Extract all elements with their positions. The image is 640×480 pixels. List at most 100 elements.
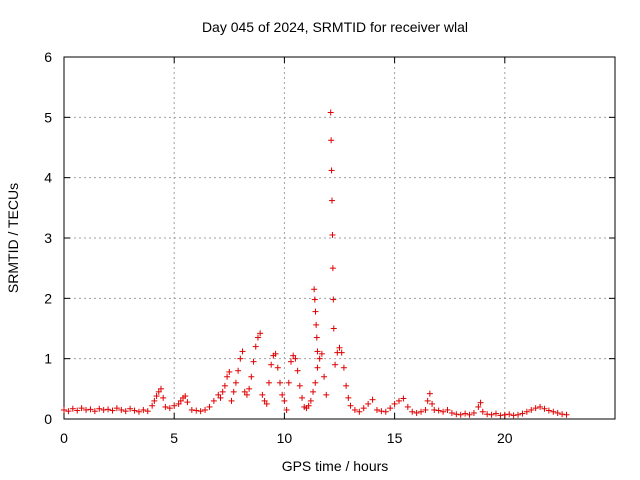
data-point [312, 308, 319, 315]
y-tick-label: 3 [44, 230, 52, 246]
data-point [149, 402, 156, 409]
data-point [127, 405, 134, 412]
data-point [470, 409, 477, 416]
data-point [323, 391, 330, 398]
data-point [313, 334, 320, 341]
data-point [387, 405, 394, 412]
data-point [532, 405, 539, 412]
data-point [292, 355, 299, 362]
data-point [330, 325, 337, 332]
data-point [559, 411, 566, 418]
data-point [550, 408, 557, 415]
data-point [257, 330, 264, 337]
data-point [228, 397, 235, 404]
data-point [78, 405, 85, 412]
data-point [259, 391, 266, 398]
data-point [135, 408, 142, 415]
ticks-layer: 0 5 10 15 20 0 1 2 3 4 5 6 [44, 49, 615, 446]
data-point [497, 412, 504, 419]
data-point [313, 321, 320, 328]
data-point [290, 352, 297, 359]
data-point [312, 379, 319, 386]
data-point [144, 408, 151, 415]
data-point [424, 397, 431, 404]
data-point [215, 391, 222, 398]
data-point [413, 409, 420, 416]
data-point [105, 406, 112, 413]
data-point [351, 406, 358, 413]
data-point [232, 379, 239, 386]
data-point [332, 361, 339, 368]
data-point [484, 411, 491, 418]
data-point [131, 407, 138, 414]
data-point [382, 408, 389, 415]
data-point [477, 399, 484, 406]
y-tick-label: 2 [44, 290, 52, 306]
x-axis-label: GPS time / hours [282, 458, 389, 474]
data-point [338, 349, 345, 356]
data-point [184, 399, 191, 406]
data-point [528, 406, 535, 413]
data-point [241, 388, 248, 395]
data-point [197, 408, 204, 415]
data-point [239, 348, 246, 355]
data-point [83, 406, 90, 413]
data-point [285, 379, 292, 386]
data-point [155, 388, 162, 395]
data-point [307, 397, 314, 404]
y-tick-label: 4 [44, 170, 52, 186]
x-tick-label: 0 [60, 430, 68, 446]
data-point [378, 408, 385, 415]
data-point [422, 406, 429, 413]
data-point [311, 286, 318, 293]
data-point [305, 402, 312, 409]
data-point [254, 334, 261, 341]
data-point [510, 412, 517, 419]
data-point [506, 411, 513, 418]
data-point [122, 408, 129, 415]
data-point [237, 355, 244, 362]
data-point [250, 358, 257, 365]
data-point [274, 364, 281, 371]
x-tick-label: 15 [387, 430, 403, 446]
data-point [340, 364, 347, 371]
data-point [140, 406, 147, 413]
data-point [373, 406, 380, 413]
y-tick-label: 1 [44, 351, 52, 367]
data-point [276, 379, 283, 386]
data-point [202, 406, 209, 413]
data-point [448, 409, 455, 416]
data-point [475, 403, 482, 410]
data-point [409, 408, 416, 415]
data-point [157, 385, 164, 392]
data-point [418, 408, 425, 415]
data-point [294, 367, 301, 374]
data-point [329, 265, 336, 272]
data-point [345, 394, 352, 401]
data-point [462, 410, 469, 417]
data-point [343, 382, 350, 389]
data-point [91, 408, 98, 415]
data-point [74, 407, 81, 414]
data-point [263, 400, 270, 407]
data-point [519, 410, 526, 417]
data-point [217, 394, 224, 401]
data-point [396, 397, 403, 404]
data-point [328, 137, 335, 144]
data-point [440, 408, 447, 415]
data-point [235, 367, 242, 374]
data-point [272, 350, 279, 357]
x-tick-label: 20 [497, 430, 513, 446]
y-axis-label: SRMTID / TECUs [5, 183, 21, 293]
data-point [221, 382, 228, 389]
data-point [188, 406, 195, 413]
data-point [404, 403, 411, 410]
data-point [330, 296, 337, 303]
data-point [501, 411, 508, 418]
chart-title: Day 045 of 2024, SRMTID for receiver wla… [202, 19, 468, 35]
data-point [153, 393, 160, 400]
data-point [523, 408, 530, 415]
data-point [554, 409, 561, 416]
data-point [310, 388, 317, 395]
